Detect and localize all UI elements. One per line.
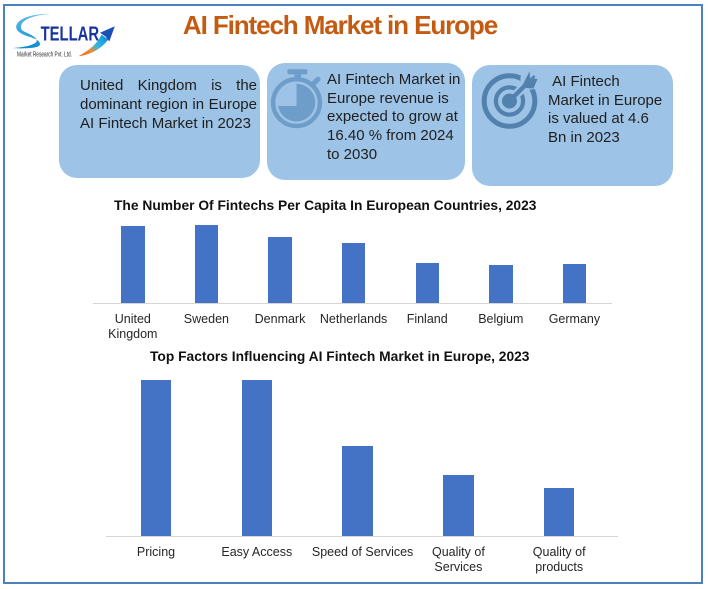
- svg-text:TELLAR: TELLAR: [41, 24, 100, 46]
- svg-text:Market Research Pvt. Ltd.: Market Research Pvt. Ltd.: [17, 50, 72, 59]
